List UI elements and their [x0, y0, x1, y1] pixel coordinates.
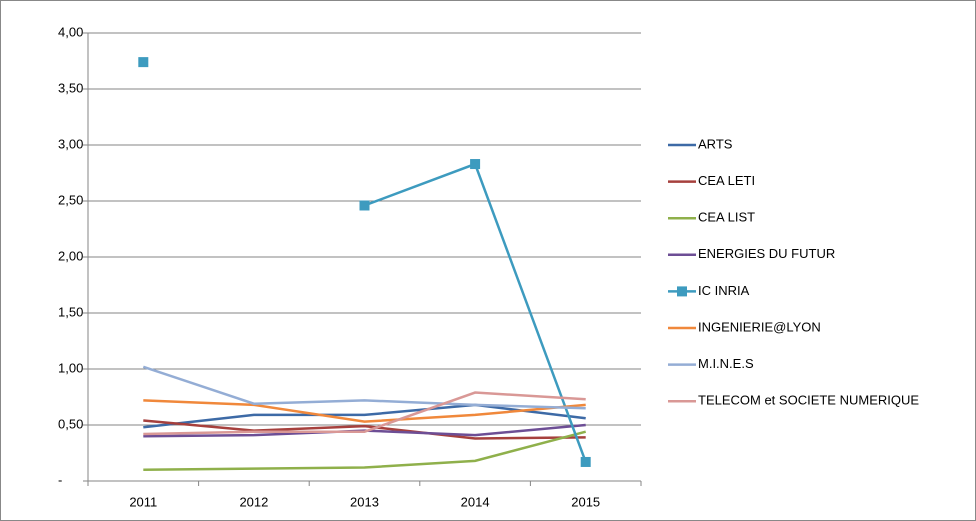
legend-label: ENERGIES DU FUTUR	[698, 246, 835, 261]
x-tick-label: 2012	[239, 494, 268, 509]
legend-label: CEA LIST	[698, 210, 755, 225]
legend-label: ARTS	[698, 136, 733, 151]
series-line	[143, 399, 586, 423]
series-line	[143, 391, 586, 436]
marker	[470, 159, 481, 170]
y-tick-label: 3,00	[58, 136, 83, 151]
marker	[138, 57, 149, 68]
legend-label: CEA LETI	[698, 173, 755, 188]
marker	[359, 200, 370, 211]
legend-label: INGENIERIE@LYON	[698, 319, 821, 334]
y-tick-label: 4,00	[58, 24, 83, 39]
legend-marker	[677, 286, 687, 297]
x-tick-label: 2014	[461, 494, 490, 509]
x-tick-label: 2013	[350, 494, 379, 509]
y-tick-label: -	[58, 472, 62, 487]
x-tick-label: 2015	[571, 494, 600, 509]
series-line	[143, 419, 586, 440]
y-tick-label: 0,50	[58, 416, 83, 431]
y-tick-label: 2,00	[58, 248, 83, 263]
legend-label: M.I.N.E.S	[698, 356, 754, 371]
y-tick-label: 2,50	[58, 192, 83, 207]
series-line	[143, 403, 586, 429]
y-tick-label: 1,50	[58, 304, 83, 319]
marker	[580, 456, 591, 467]
series-line	[143, 430, 587, 472]
y-tick-label: 1,00	[58, 360, 83, 375]
series-line	[142, 365, 586, 410]
legend-label: IC INRIA	[698, 283, 750, 298]
x-tick-label: 2011	[129, 494, 157, 509]
y-tick-label: 3,50	[58, 80, 83, 95]
legend-label: TELECOM et SOCIETE NUMERIQUE	[698, 393, 919, 408]
